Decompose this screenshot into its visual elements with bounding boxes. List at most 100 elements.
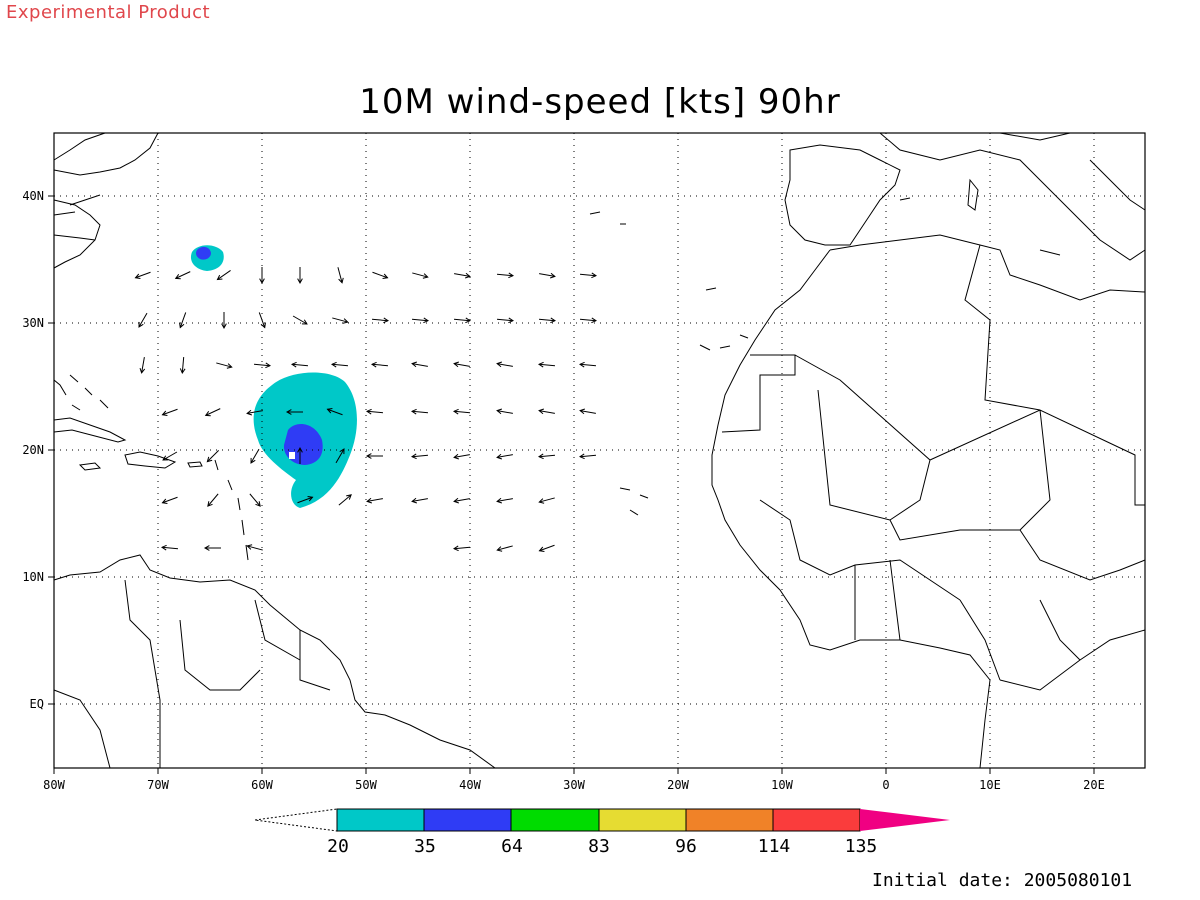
wind-vector: [497, 410, 513, 414]
wind-vector: [332, 317, 348, 323]
wind-vector-head: [453, 453, 460, 460]
wind-vector-head: [203, 545, 210, 551]
colorbar-left-extension: [254, 808, 338, 832]
wind-vector-head: [338, 277, 344, 284]
wind-vector: [162, 496, 178, 504]
wind-vector-head: [422, 273, 429, 279]
wind-vector: [497, 545, 513, 551]
y-tick-label: 40N: [22, 189, 44, 203]
wind-vector: [371, 318, 389, 322]
wind-vector-head: [260, 322, 266, 329]
wind-vector: [454, 454, 470, 458]
x-tick-label: 70W: [147, 778, 169, 792]
wind-vector: [453, 318, 471, 322]
wind-vector: [539, 497, 555, 503]
wind-vector: [453, 410, 471, 414]
colorbar-bin: [772, 808, 861, 832]
coastlines: [53, 132, 1146, 769]
wind-vector-head: [161, 498, 168, 504]
wind-vector: [331, 363, 349, 367]
x-tick-label: 10E: [979, 778, 1001, 792]
wind-vector-head: [216, 274, 223, 281]
wind-vector: [538, 363, 556, 367]
wind-vector: [538, 454, 556, 458]
colorbar-label: 96: [675, 836, 697, 857]
wind-vector-head: [161, 410, 168, 416]
wind-vector-head: [496, 546, 503, 552]
lesser-antilles: [214, 459, 249, 561]
wind-vector-head: [162, 455, 169, 461]
wind-vector: [454, 363, 470, 367]
wind-vector-head: [496, 453, 503, 460]
wind-vector-head: [265, 362, 272, 369]
colorbar: 20 35 64 83 96 114 135: [254, 808, 950, 857]
wind-vector: [454, 498, 470, 502]
x-tick-label: 10W: [771, 778, 793, 792]
y-tick-label: EQ: [30, 697, 44, 711]
wind-vector-head: [538, 408, 545, 415]
x-tick-label: 80W: [43, 778, 65, 792]
wind-vector-head: [537, 361, 544, 368]
wind-vector-head: [160, 544, 167, 551]
x-tick-label: 40W: [459, 778, 481, 792]
wind-vector-head: [179, 368, 186, 375]
colorbar-label: 20: [327, 836, 349, 857]
colorbar-label: 35: [414, 836, 436, 857]
wind-vector-head: [255, 501, 261, 507]
wind-vector-head: [139, 367, 146, 374]
x-axis-labels: 80W 70W 60W 50W 40W 30W 20W 10W 0 10E 20…: [43, 778, 1105, 792]
wind-vector-head: [250, 457, 256, 464]
wind-vector-head: [550, 317, 557, 324]
wind-vector: [216, 362, 232, 368]
wind-vector: [162, 451, 178, 461]
wind-vector-head: [496, 497, 503, 504]
wind-vector: [335, 448, 345, 464]
wind-vector-head: [259, 278, 265, 285]
cuba: [53, 417, 127, 443]
wind-vector-head: [366, 497, 373, 504]
wind-vector-head: [465, 317, 472, 324]
wind-vector-head: [578, 453, 585, 460]
wind-vector: [538, 318, 556, 322]
wind-vector-head: [411, 497, 418, 504]
wind-vector-head: [549, 272, 556, 279]
wind-vector: [338, 494, 352, 506]
wind-vector-head: [307, 496, 314, 502]
wind-vector: [579, 273, 597, 277]
wind-vector: [291, 363, 309, 367]
mediterranean-islands: [899, 178, 1061, 256]
wind-vector: [175, 271, 191, 279]
wind-vector: [371, 363, 389, 367]
wind-vector-head: [297, 446, 303, 453]
wind-vector-head: [221, 323, 227, 330]
wind-vector-head: [496, 361, 503, 368]
y-axis-labels: 40N 30N 20N 10N EQ: [22, 189, 44, 711]
puerto-rico: [187, 461, 203, 468]
wind-vector: [454, 273, 470, 277]
colorbar-right-extension: [860, 809, 950, 831]
wind-vector: [580, 410, 596, 414]
wind-vector-head: [138, 321, 144, 328]
colorbar-bin: [423, 808, 512, 832]
wind-vector: [496, 318, 514, 322]
x-tick-label: 20W: [667, 778, 689, 792]
wind-vector: [135, 271, 151, 279]
wind-vectors: [134, 267, 598, 552]
wind-vector: [411, 454, 429, 458]
south-america-coast: [53, 554, 496, 769]
wind-vector-head: [579, 408, 586, 415]
x-tick-label: 0: [882, 778, 889, 792]
wind-vector-head: [285, 409, 292, 415]
wind-vector: [161, 546, 179, 550]
wind-vector: [181, 356, 185, 374]
wind-vector: [366, 410, 384, 414]
storm-large-shading-center: [289, 452, 295, 459]
wind-vector-head: [411, 361, 418, 368]
experimental-product-label: Experimental Product: [6, 2, 211, 23]
x-tick-label: 20E: [1083, 778, 1105, 792]
map-frame: [53, 132, 1146, 769]
south-america-borders: [53, 579, 331, 769]
initial-date-label: Initial date: 2005080101: [872, 870, 1133, 891]
africa-coast: [711, 234, 1146, 769]
france-italy-coast: [879, 132, 1146, 261]
